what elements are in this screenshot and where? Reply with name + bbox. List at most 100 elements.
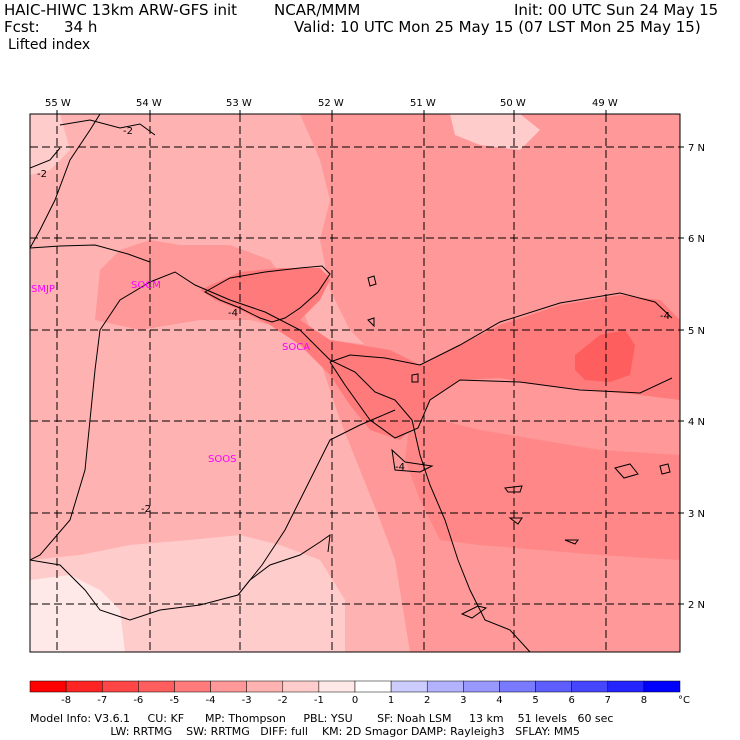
colorbar-tick-label: 3 bbox=[460, 695, 466, 706]
contour-line bbox=[460, 605, 488, 619]
org-title: NCAR/MMM bbox=[274, 1, 361, 19]
station-label: SMJP bbox=[31, 284, 55, 295]
field-name: Lifted index bbox=[8, 37, 91, 53]
border-west bbox=[30, 281, 151, 561]
field-patch-north bbox=[450, 114, 540, 150]
field-patch-nw bbox=[30, 114, 70, 175]
colorbar-tick-label: 6 bbox=[568, 695, 574, 706]
contour-line bbox=[367, 317, 375, 328]
valid-time: Valid: 10 UTC Mon 25 May 15 (07 LST Mon … bbox=[294, 18, 701, 36]
colorbar-cell bbox=[390, 680, 428, 693]
shaded-field bbox=[30, 114, 680, 652]
colorbar-cell bbox=[29, 680, 67, 693]
colorbar-tick-label: 1 bbox=[388, 695, 394, 706]
contour-line bbox=[59, 119, 156, 136]
colorbar-cell bbox=[607, 680, 645, 693]
lon-label: 53 W bbox=[226, 98, 252, 109]
colorbar-tick-label: 2 bbox=[424, 695, 430, 706]
contour-line bbox=[329, 361, 673, 439]
contour-label: -4 bbox=[395, 462, 405, 473]
lat-label: 3 N bbox=[688, 509, 705, 520]
forecast-label: Fcst: bbox=[4, 18, 40, 36]
colorbar-cell bbox=[535, 680, 572, 693]
station-label: SOCA bbox=[282, 342, 310, 353]
river-west bbox=[30, 114, 101, 249]
lat-label: 2 N bbox=[688, 600, 705, 611]
contour-label: -2 bbox=[37, 169, 47, 180]
model-info-line2: LW: RRTMG SW: RRTMG DIFF: full KM: 2D Sm… bbox=[30, 725, 580, 738]
colorbar-tick-label: -4 bbox=[206, 695, 216, 706]
model-info-line1: Model Info: V3.6.1 CU: KF MP: Thompson P… bbox=[30, 712, 614, 725]
field-band-3b bbox=[300, 114, 680, 360]
map-frame bbox=[29, 113, 681, 653]
contour-line bbox=[203, 265, 331, 323]
colorbar-tick-label: 4 bbox=[496, 695, 502, 706]
contour-line bbox=[564, 539, 579, 545]
colorbar-tick-label: -8 bbox=[61, 695, 71, 706]
contour-line bbox=[659, 463, 671, 475]
colorbar-tick-label: 5 bbox=[532, 695, 538, 706]
colorbar-tick-label: -6 bbox=[133, 695, 143, 706]
lon-label: 51 W bbox=[410, 98, 436, 109]
forecast-hour: 34 h bbox=[64, 18, 98, 36]
station-label: SOOS bbox=[208, 454, 236, 465]
model-title: HAIC-HIWC 13km ARW-GFS init bbox=[4, 1, 238, 19]
lon-label: 49 W bbox=[592, 98, 618, 109]
contour-line bbox=[391, 448, 434, 473]
lon-label: 50 W bbox=[500, 98, 526, 109]
lat-label: 4 N bbox=[688, 417, 705, 428]
colorbar-cell bbox=[463, 680, 500, 693]
graticule bbox=[30, 114, 680, 652]
contour-label: -2 bbox=[141, 504, 151, 515]
field-band-4c bbox=[210, 268, 328, 318]
border-south-b bbox=[237, 533, 331, 596]
contour-line bbox=[614, 463, 639, 479]
contour-line bbox=[367, 275, 377, 287]
colorbar-cell bbox=[210, 680, 247, 693]
colorbar-tick-label: 7 bbox=[605, 695, 611, 706]
colorbar-cell bbox=[138, 680, 175, 693]
contour-line bbox=[411, 373, 419, 383]
lon-label: 55 W bbox=[45, 98, 71, 109]
colorbar-cell bbox=[174, 680, 211, 693]
border-south bbox=[30, 409, 396, 621]
colorbar-labels: -8 -7 -6 -5 -4 -3 -2 -1 0 1 2 3 4 5 6 7 8 °C bbox=[61, 695, 690, 706]
colorbar bbox=[29, 680, 681, 693]
contour-label: -4 bbox=[228, 308, 238, 319]
colorbar-tick-label: 8 bbox=[641, 695, 647, 706]
colorbar-cell bbox=[499, 680, 536, 693]
contour-line bbox=[508, 517, 523, 525]
colorbar-tick-label: -1 bbox=[314, 695, 324, 706]
colorbar-cell bbox=[65, 680, 103, 693]
colorbar-tick-label: -7 bbox=[97, 695, 107, 706]
station-label: SOCM bbox=[131, 280, 161, 291]
tick-marks bbox=[56, 110, 684, 605]
colorbar-tick-label: 0 bbox=[352, 695, 358, 706]
field-band-4b bbox=[405, 420, 680, 560]
colorbar-cell bbox=[282, 680, 320, 693]
colorbar-cell bbox=[101, 680, 139, 693]
colorbar-cell bbox=[246, 680, 284, 693]
lon-label: 52 W bbox=[318, 98, 344, 109]
lat-label: 6 N bbox=[688, 234, 705, 245]
field-band-4 bbox=[200, 268, 680, 440]
colorbar-unit: °C bbox=[678, 695, 690, 706]
lat-label: 7 N bbox=[688, 143, 705, 154]
colorbar-tick-label: -2 bbox=[278, 695, 288, 706]
contour-label: -4 bbox=[660, 311, 670, 322]
lon-label: 54 W bbox=[136, 98, 162, 109]
colorbar-cell bbox=[426, 680, 464, 693]
contour-line bbox=[329, 292, 673, 366]
colorbar-tick-label: -5 bbox=[169, 695, 179, 706]
colorbar-cell bbox=[354, 680, 392, 693]
colorbar-cell bbox=[571, 680, 609, 693]
colorbar-cell bbox=[318, 680, 356, 693]
field-band-0 bbox=[30, 575, 125, 652]
lat-label: 5 N bbox=[688, 326, 705, 337]
contour-line bbox=[504, 485, 523, 493]
colorbar-tick-label: -3 bbox=[242, 695, 252, 706]
field-band-5 bbox=[575, 330, 635, 382]
contour-label: -2 bbox=[123, 126, 133, 137]
init-time: Init: 00 UTC Sun 24 May 15 bbox=[514, 1, 719, 19]
